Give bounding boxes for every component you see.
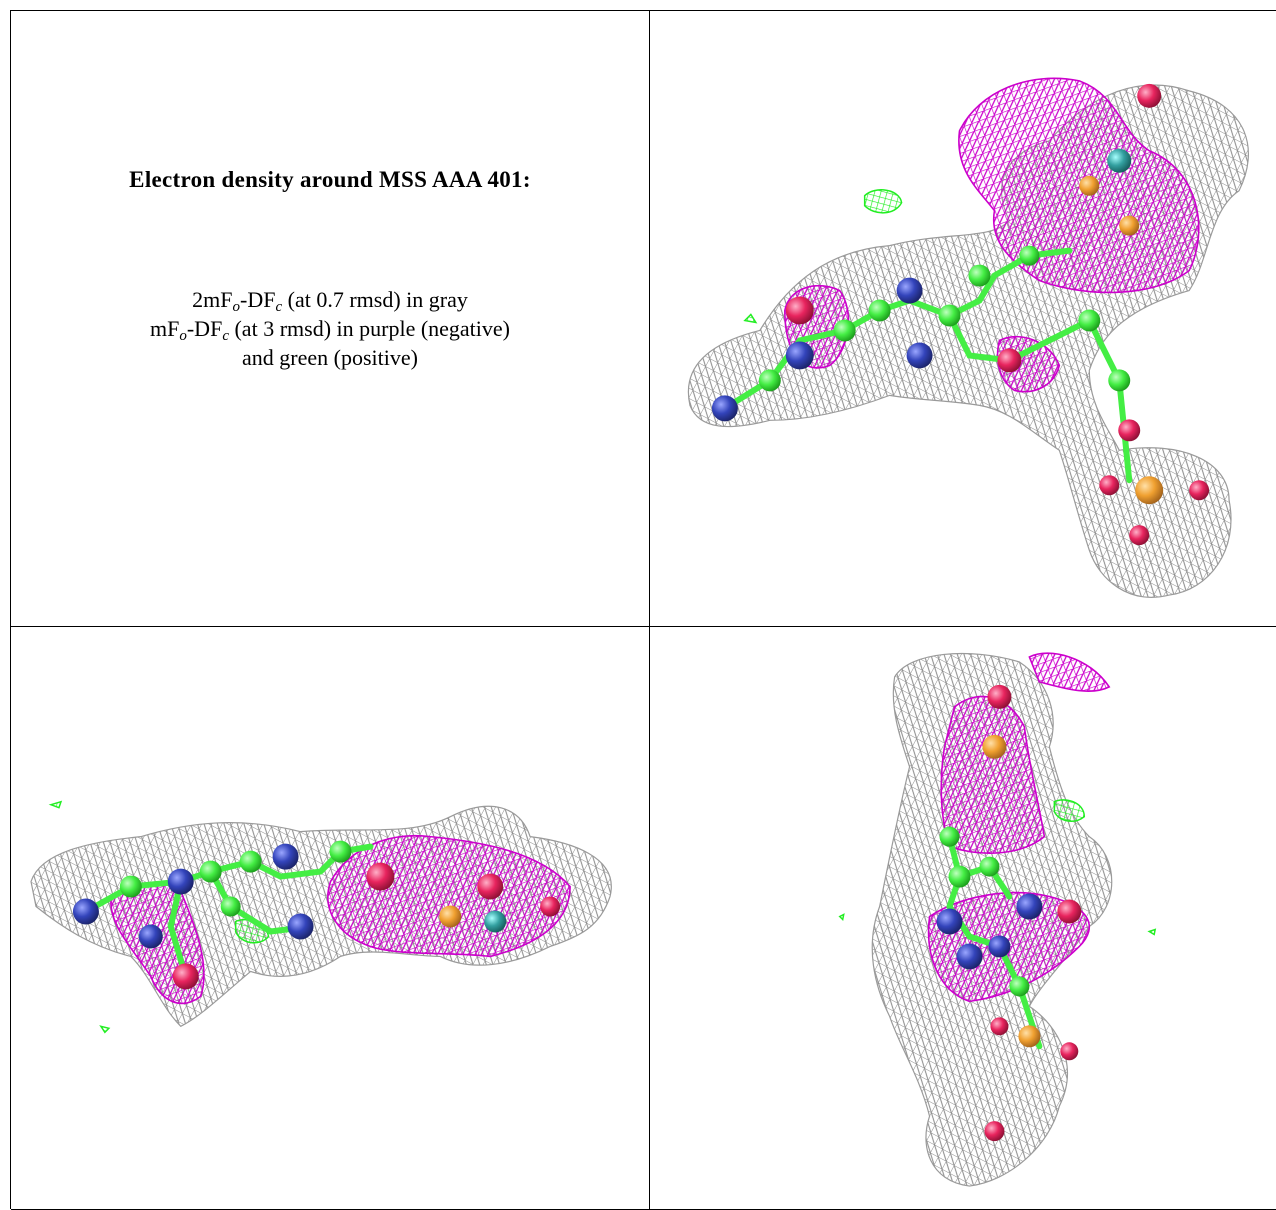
legend-line-purple: mFo-DFc (at 3 rmsd) in purple (negative) [150,316,510,344]
legend-line-green: and green (positive) [242,345,418,370]
legend-line-gray: 2mFo-DFc (at 0.7 rmsd) in gray [192,287,468,315]
figure-table: Electron density around MSS AAA 401: 2mF… [10,10,1276,1210]
figure-title: Electron density around MSS AAA 401: [129,167,531,192]
view-top-right [650,11,1276,627]
view-bottom-left [11,627,650,1210]
electron-density-mesh-icon [30,800,612,1034]
view-bottom-right [650,627,1276,1210]
electron-density-mesh-icon [838,652,1157,1187]
caption-cell: Electron density around MSS AAA 401: 2mF… [11,11,650,627]
figure-legend: 2mFo-DFc (at 0.7 rmsd) in gray mFo-DFc (… [11,285,649,372]
electron-density-mesh-icon [687,77,1249,598]
